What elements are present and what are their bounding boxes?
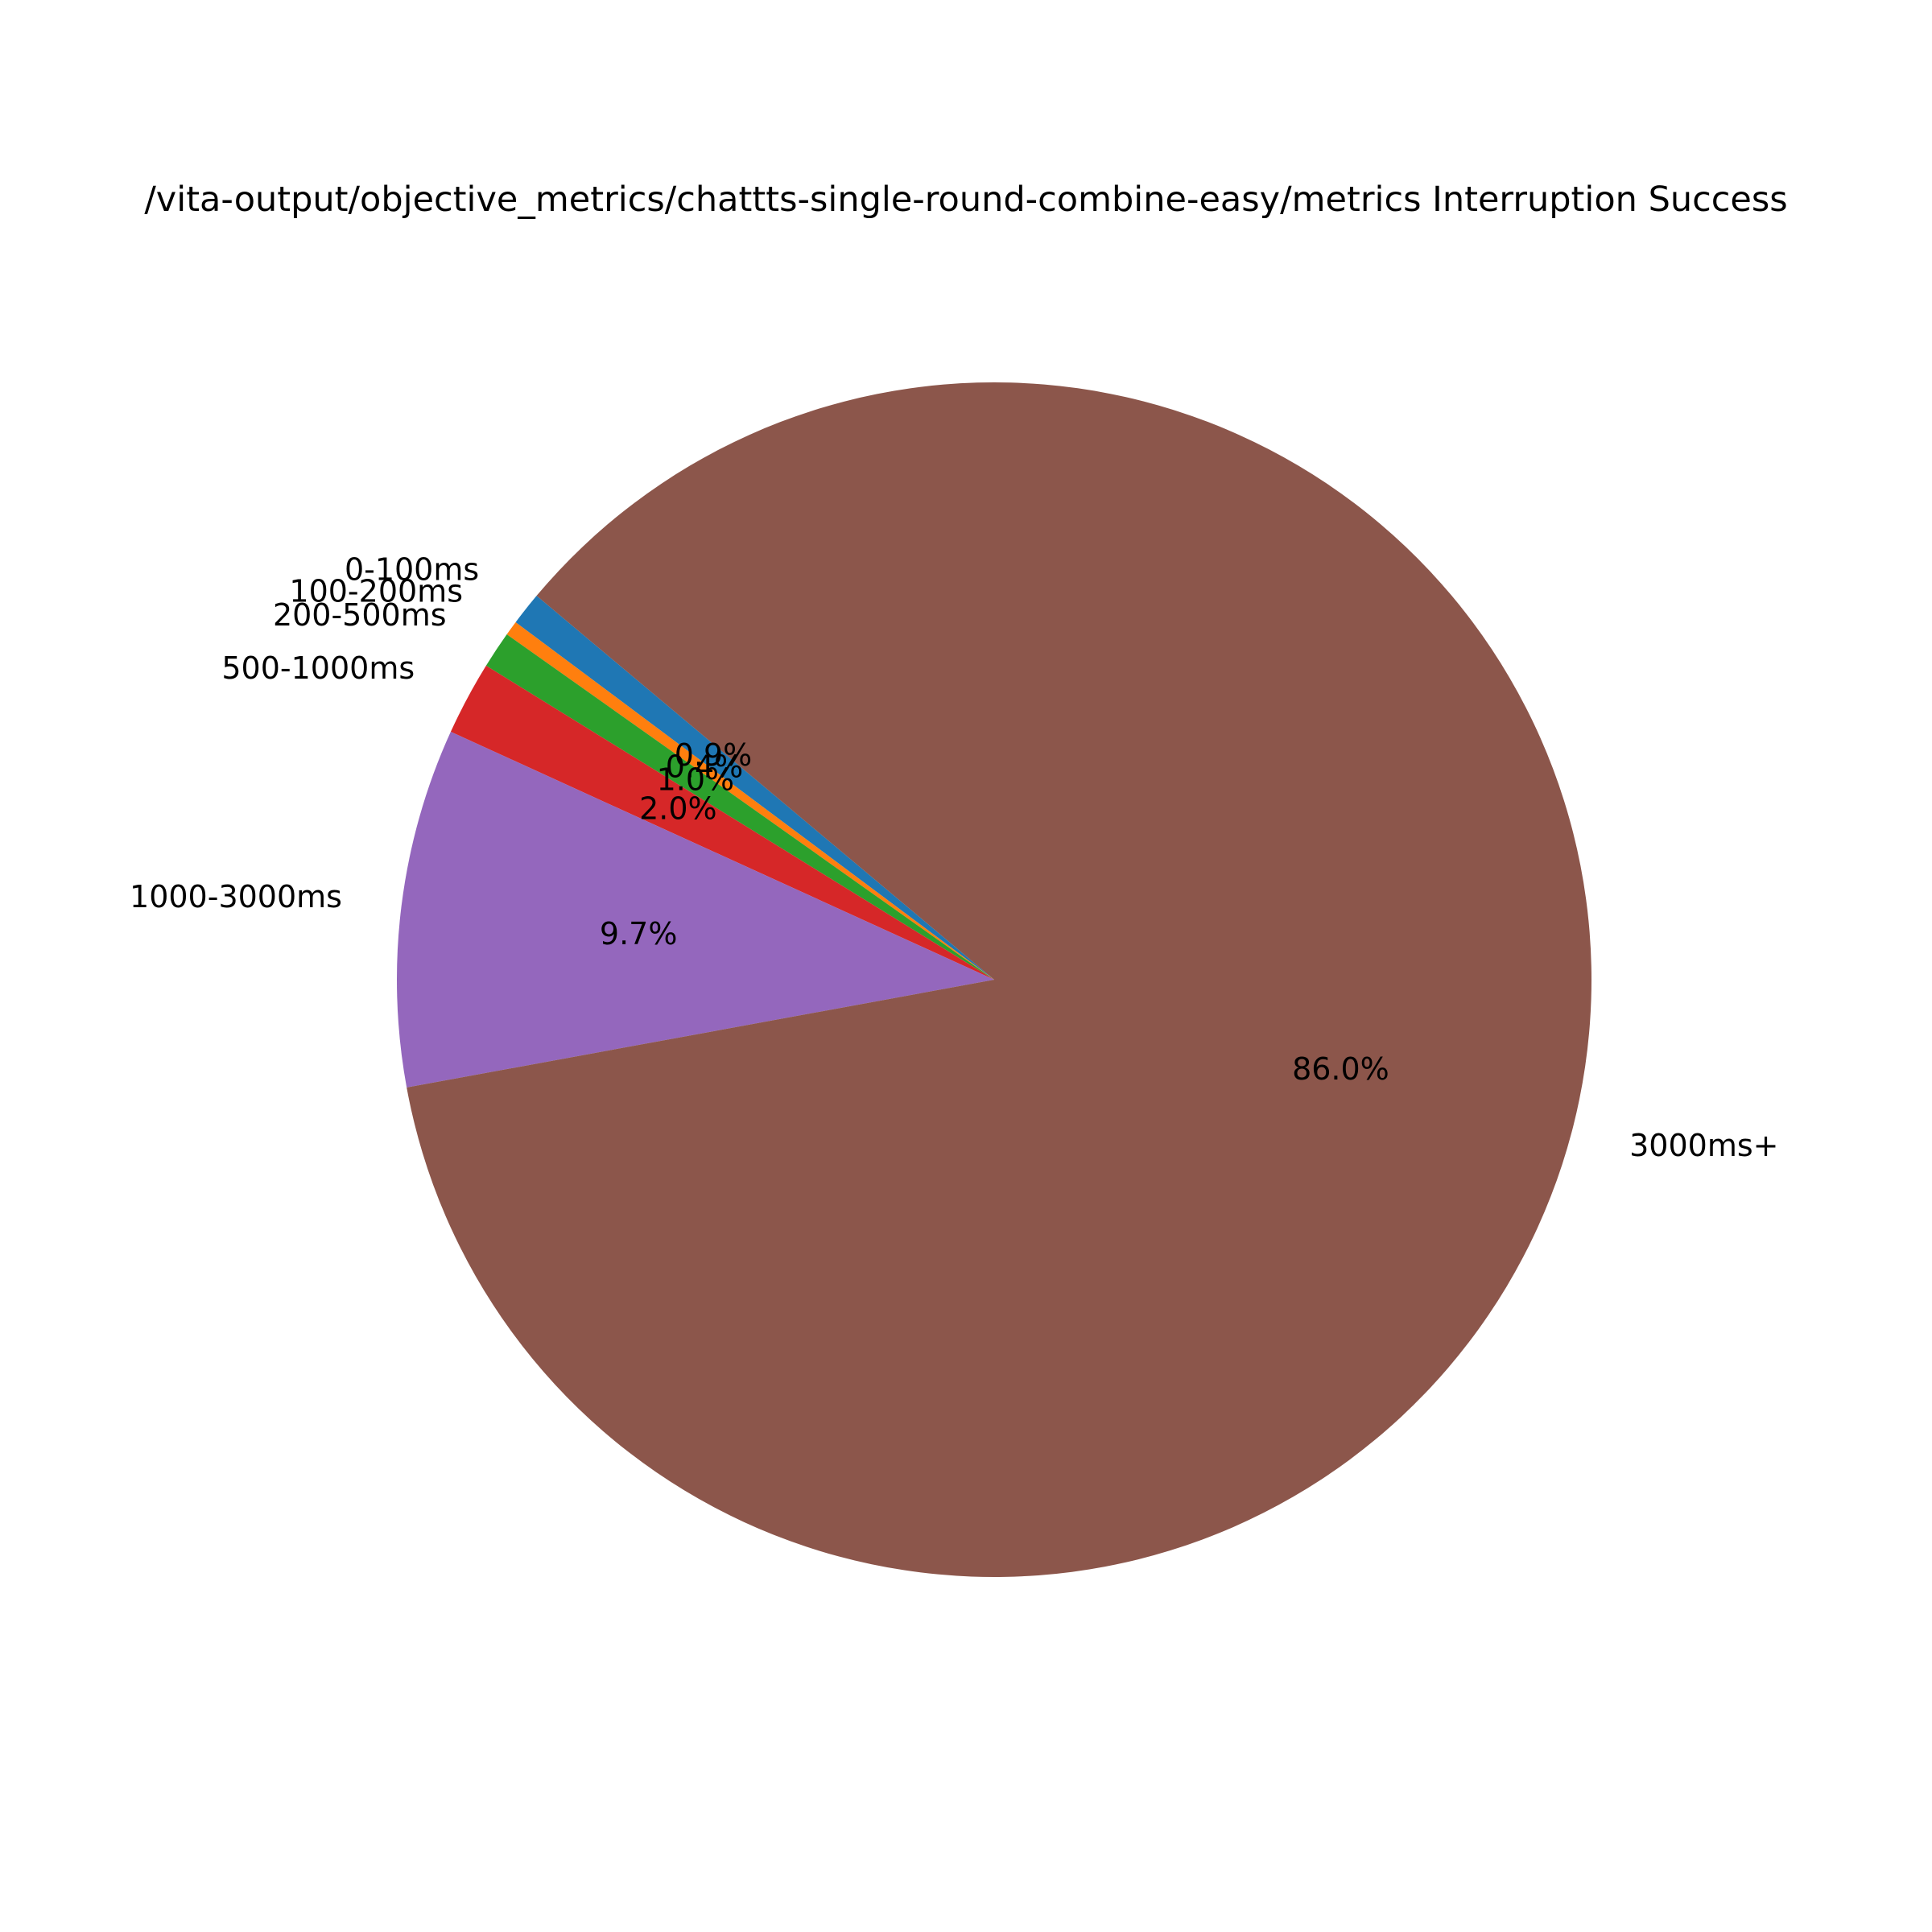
slice-percent-0-100ms: 0.9% (675, 737, 753, 773)
pie-slice-3000ms-plus (407, 382, 1592, 1577)
pie-slices (396, 382, 1592, 1577)
pie-slice-0-100ms (515, 596, 994, 980)
slice-label-0-100ms: 0-100ms (345, 552, 479, 588)
pie-slice-500-1000ms (450, 665, 994, 980)
slice-percent-3000ms-plus: 86.0% (1292, 1051, 1389, 1087)
slice-label-1000-3000ms: 1000-3000ms (130, 879, 342, 914)
chart-title: /vita-output/objective_metrics/chattts-s… (144, 180, 1787, 220)
slice-label-3000ms-plus: 3000ms+ (1629, 1128, 1778, 1163)
pie-labels: 0-100ms 0.9% 100-200ms 0.4% 200-500ms 1.0% 500… (130, 552, 1778, 1163)
pie-slice-1000-3000ms (396, 732, 994, 1088)
slice-label-200-500ms: 200-500ms (273, 597, 447, 633)
slice-label-500-1000ms: 500-1000ms (221, 650, 415, 686)
slice-label-100-200ms: 100-200ms (289, 573, 463, 609)
slice-percent-100-200ms: 0.4% (666, 749, 744, 785)
pie-slice-100-200ms (506, 621, 994, 980)
pie-slice-200-500ms (485, 634, 994, 980)
slice-percent-200-500ms: 1.0% (657, 762, 735, 798)
slice-percent-1000-3000ms: 9.7% (600, 916, 678, 952)
slice-percent-500-1000ms: 2.0% (639, 791, 717, 827)
